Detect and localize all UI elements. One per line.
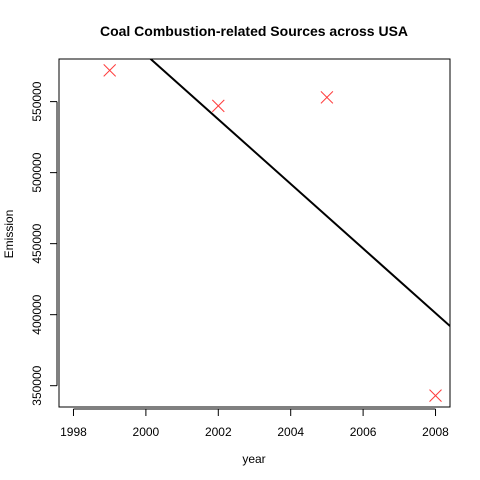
x-axis: 1998 2000 2002 2004 2006 2008	[60, 408, 449, 439]
data-point-stroke	[211, 99, 225, 113]
x-tick-label: 2006	[350, 425, 377, 439]
data-point-stroke	[429, 389, 442, 402]
x-tick-label: 1998	[60, 425, 87, 439]
y-tick-label: 500000	[30, 152, 44, 192]
x-axis-label: year	[242, 452, 265, 466]
x-tick-label: 2000	[133, 425, 160, 439]
data-point	[211, 99, 225, 113]
x-tick-label: 2004	[277, 425, 304, 439]
plot-frame	[58, 58, 451, 408]
plot-content	[103, 59, 450, 402]
plot-area	[103, 59, 450, 402]
x-tick-label: 2008	[422, 425, 449, 439]
chart-title: Coal Combustion-related Sources across U…	[100, 23, 408, 39]
data-point	[320, 90, 334, 104]
data-point-stroke	[103, 64, 117, 77]
y-tick-label: 400000	[30, 294, 44, 334]
y-tick-label: 450000	[30, 223, 44, 263]
y-axis-label: Emission	[2, 210, 16, 259]
y-axis: 350000 400000 450000 500000 550000	[30, 81, 58, 406]
y-tick-label: 350000	[30, 365, 44, 405]
y-tick-label: 550000	[30, 81, 44, 121]
regression-line	[149, 59, 450, 327]
x-tick-label: 2002	[205, 425, 232, 439]
data-point	[429, 389, 442, 402]
data-point	[103, 64, 117, 77]
data-point-stroke	[320, 90, 334, 104]
